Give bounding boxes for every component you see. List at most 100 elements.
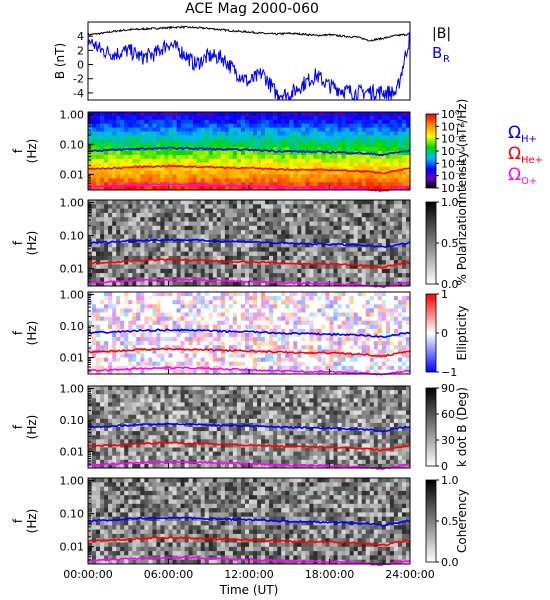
heatmap-cell xyxy=(128,345,133,350)
heatmap-cell xyxy=(337,139,342,144)
heatmap-cell xyxy=(232,170,238,175)
heatmap-cell xyxy=(128,204,133,209)
heatmap-cell xyxy=(337,361,342,367)
heatmap-cell xyxy=(180,135,185,140)
heatmap-cell xyxy=(373,174,379,179)
heatmap-cell xyxy=(164,369,169,375)
heatmap-cell xyxy=(212,353,218,358)
heatmap-cell xyxy=(245,345,250,350)
heatmap-cell xyxy=(301,296,306,301)
heatmap-cell xyxy=(249,312,254,317)
heatmap-cell xyxy=(289,361,294,367)
heatmap-cell xyxy=(289,353,294,358)
heatmap-cell xyxy=(112,166,117,171)
heatmap-cell xyxy=(402,341,407,346)
heatmap-cell xyxy=(341,182,346,187)
heatmap-cell xyxy=(245,212,250,218)
heatmap-cell xyxy=(116,300,121,305)
heatmap-cell xyxy=(216,345,222,350)
heatmap-cell xyxy=(116,135,121,140)
heatmap-cell xyxy=(281,308,286,313)
heatmap-cell xyxy=(361,162,366,167)
heatmap-cell xyxy=(369,320,375,326)
heatmap-cell xyxy=(136,186,141,191)
heatmap-cell xyxy=(188,312,193,317)
heatmap-cell xyxy=(353,369,358,375)
heatmap-cell xyxy=(208,135,214,140)
heatmap-cell xyxy=(100,255,105,261)
heatmap-cell xyxy=(92,324,97,330)
heatmap-cell xyxy=(224,308,230,313)
h-plus-line xyxy=(87,238,411,249)
heatmap-cell xyxy=(265,162,270,167)
y-axis-label-f: f xyxy=(11,330,25,335)
heatmap-cell xyxy=(273,292,278,297)
heatmap-cell xyxy=(333,174,338,179)
heatmap-cell xyxy=(172,178,177,183)
heatmap-cell xyxy=(120,369,125,375)
heatmap-cell xyxy=(120,273,125,278)
heatmap-cell xyxy=(208,333,214,338)
heatmap-cell xyxy=(132,217,137,222)
heatmap-cell xyxy=(156,127,161,132)
heatmap-cell xyxy=(277,212,282,218)
heatmap-cell xyxy=(253,158,258,163)
heatmap-cell xyxy=(228,277,234,282)
colorbar xyxy=(425,201,437,285)
heatmap-cell xyxy=(204,178,209,183)
heatmap-cell xyxy=(289,151,294,156)
heatmap-cell xyxy=(156,200,161,205)
heatmap-cell xyxy=(236,119,242,124)
heatmap-cell xyxy=(341,158,346,163)
heatmap-cell xyxy=(216,208,222,214)
heatmap-cell xyxy=(228,154,234,160)
heatmap-cell xyxy=(228,208,234,214)
heatmap-cell xyxy=(257,186,262,191)
heatmap-cell xyxy=(341,131,346,136)
heatmap-cell xyxy=(208,260,214,265)
heatmap-cell xyxy=(353,345,358,350)
heatmap-cell xyxy=(184,337,189,342)
heatmap-cell xyxy=(92,119,97,124)
heatmap-cell xyxy=(333,312,338,317)
heatmap-cell xyxy=(357,316,362,321)
heatmap-cell xyxy=(353,217,358,222)
heatmap-cell xyxy=(216,151,222,156)
heatmap-cell xyxy=(385,166,391,171)
heatmap-cell xyxy=(160,225,165,231)
heatmap-cell xyxy=(333,365,338,371)
heatmap-cell xyxy=(369,337,375,342)
heatmap-cell xyxy=(281,324,286,330)
heatmap-cell xyxy=(100,127,105,132)
heatmap-cell xyxy=(104,131,109,136)
heatmap-cell xyxy=(184,357,189,362)
heatmap-cell xyxy=(349,204,354,209)
heatmap-cell xyxy=(88,312,93,317)
heatmap-cell xyxy=(236,147,242,152)
heatmap-cell xyxy=(212,182,218,187)
heatmap-cell xyxy=(281,182,286,187)
heatmap-cell xyxy=(140,353,145,358)
heatmap-cell xyxy=(373,234,379,239)
heatmap-cell xyxy=(128,243,133,248)
heatmap-cell xyxy=(128,139,133,144)
heatmap-cell xyxy=(228,170,234,175)
heatmap-cell xyxy=(220,324,226,330)
heatmap-cell xyxy=(152,204,157,209)
heatmap-cell xyxy=(176,112,181,117)
heatmap-cell xyxy=(96,304,101,309)
heatmap-cell xyxy=(128,296,133,301)
heatmap-cell xyxy=(313,361,318,367)
heatmap-cell xyxy=(389,320,395,326)
heatmap-cell xyxy=(381,268,387,274)
heatmap-cell xyxy=(313,212,318,218)
heatmap-cell xyxy=(345,166,350,171)
heatmap-cell xyxy=(241,212,246,218)
heatmap-cell xyxy=(152,178,157,183)
heatmap-cell xyxy=(301,353,306,358)
heatmap-cell xyxy=(249,154,254,160)
heatmap-cell xyxy=(108,135,113,140)
heatmap-cell xyxy=(144,255,149,261)
heatmap-cell xyxy=(341,230,346,235)
heatmap-cell xyxy=(156,234,161,239)
